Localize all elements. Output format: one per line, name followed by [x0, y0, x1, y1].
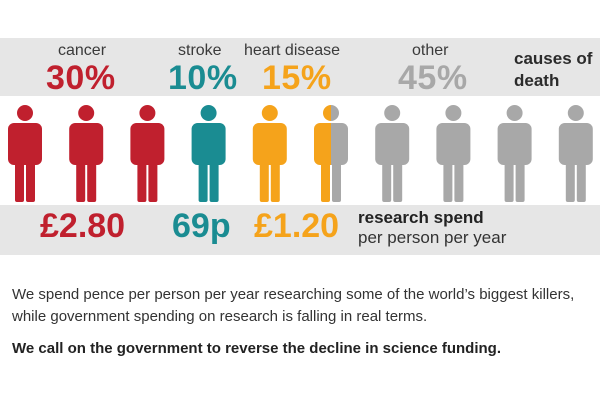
person-icon: [191, 105, 226, 202]
person-icon: [497, 105, 532, 202]
person-icon: [252, 105, 287, 202]
research-spend-subheading: per person per year: [358, 228, 507, 247]
person-icon: [436, 105, 471, 202]
person-icon: [314, 105, 348, 202]
call-to-action: We call on the government to reverse the…: [12, 340, 502, 357]
label-other: other: [412, 42, 449, 59]
causes-band: [0, 38, 600, 96]
label-heart-disease: heart disease: [244, 42, 341, 59]
info-paragraph: We spend pence per person per year resea…: [12, 286, 575, 325]
person-icon: [130, 105, 165, 202]
person-icon: [558, 105, 593, 202]
person-icon: [8, 105, 42, 202]
percent-other: 45%: [398, 59, 468, 97]
label-cancer: cancer: [58, 42, 107, 59]
percent-heart-disease: 15%: [262, 59, 332, 97]
percent-stroke: 10%: [168, 59, 238, 97]
spend-heart-disease: £1.20: [254, 207, 340, 245]
person-icon: [375, 105, 410, 202]
spend-cancer: £2.80: [40, 207, 126, 245]
causes-of-death-label: causes of death: [514, 49, 593, 90]
spend-band: [0, 205, 600, 255]
person-figures: [8, 105, 593, 202]
spend-stroke: 69p: [172, 207, 231, 245]
research-spend-heading: research spend: [358, 208, 484, 227]
label-stroke: stroke: [178, 42, 222, 59]
percent-cancer: 30%: [46, 59, 116, 97]
person-icon: [69, 105, 104, 202]
